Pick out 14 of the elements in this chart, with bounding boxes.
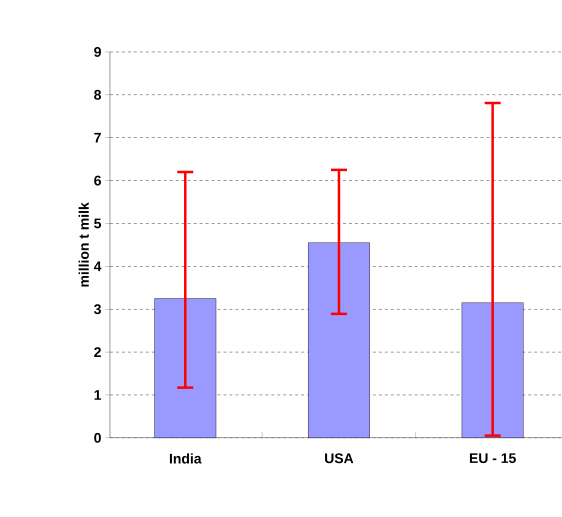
y-tick-label: 4 [94,262,102,272]
y-tick-label: 8 [94,90,102,100]
y-tick-label: 7 [94,133,101,143]
y-tick-label: 3 [94,304,101,314]
y-tick-label: 1 [94,390,102,400]
x-tick-label: USA [325,453,354,464]
x-tick-label: EU - 15 [470,453,516,464]
y-tick-label: 0 [94,432,101,443]
x-tick-label: India [170,453,202,464]
y-axis-title: million t milk [78,202,89,287]
y-tick-label: 6 [94,176,101,186]
y-tick-label: 2 [94,347,101,358]
y-tick-label: 9 [94,47,101,57]
y-tick-label: 5 [94,218,102,228]
